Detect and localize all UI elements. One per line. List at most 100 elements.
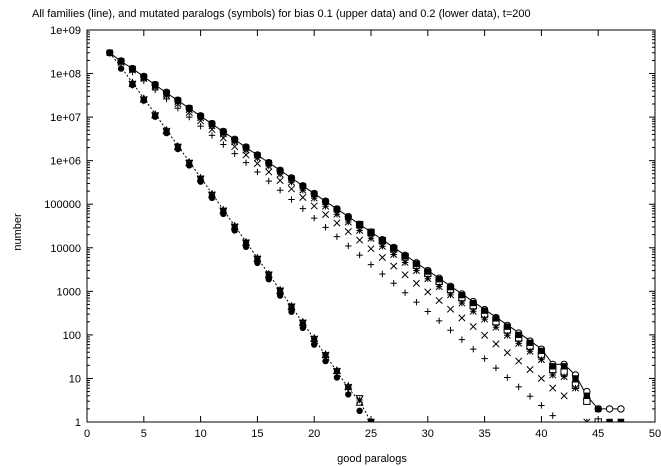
point-square-open xyxy=(583,397,591,405)
point-triangle-down-open xyxy=(366,418,376,422)
point-plus xyxy=(458,336,466,343)
point-cross xyxy=(162,92,171,100)
point-circle-filled xyxy=(299,324,307,332)
point-plus xyxy=(538,402,545,409)
x-tick-label: 25 xyxy=(365,428,377,440)
point-asterisk xyxy=(174,143,182,151)
point-square-filled xyxy=(390,244,397,252)
point-plus xyxy=(515,383,522,391)
point-asterisk xyxy=(242,146,250,154)
x-tick-label: 45 xyxy=(592,428,604,440)
point-asterisk xyxy=(367,234,375,242)
point-cross xyxy=(265,168,273,176)
x-tick-label: 5 xyxy=(141,428,147,440)
point-asterisk xyxy=(162,127,171,135)
point-plus xyxy=(413,298,420,306)
point-asterisk xyxy=(560,373,568,381)
point-plus xyxy=(208,132,216,139)
point-cross xyxy=(412,279,420,287)
point-square-filled xyxy=(538,347,545,355)
point-cross xyxy=(492,340,500,348)
y-tick-label: 10000 xyxy=(50,243,81,255)
x-axis-label: good paralogs xyxy=(337,453,407,465)
point-cross xyxy=(503,349,511,357)
point-asterisk xyxy=(344,383,352,391)
point-asterisk xyxy=(174,98,182,106)
point-plus xyxy=(186,113,193,121)
point-cross xyxy=(367,245,375,253)
point-asterisk xyxy=(276,170,284,178)
point-square-filled xyxy=(322,198,329,205)
point-asterisk xyxy=(299,186,307,194)
point-circle-filled xyxy=(311,341,318,348)
point-plus xyxy=(379,270,386,278)
point-asterisk xyxy=(140,95,148,103)
point-square-filled xyxy=(379,237,386,244)
point-cross xyxy=(287,185,296,193)
point-asterisk xyxy=(310,194,318,202)
point-asterisk xyxy=(458,299,466,307)
point-plus xyxy=(549,412,556,419)
point-asterisk xyxy=(401,258,409,267)
point-asterisk xyxy=(412,266,420,275)
point-cross xyxy=(390,262,398,270)
y-tick-label: 1 xyxy=(75,417,81,429)
x-tick-label: 15 xyxy=(251,428,263,440)
point-plus xyxy=(390,280,397,287)
point-asterisk xyxy=(526,347,534,355)
point-circle-filled xyxy=(106,49,113,56)
point-plus xyxy=(333,233,341,240)
point-plus xyxy=(265,177,272,185)
point-cross xyxy=(515,357,523,365)
point-plus xyxy=(231,150,238,157)
point-asterisk xyxy=(242,239,250,247)
point-circle-filled xyxy=(345,391,352,398)
plot-frame xyxy=(86,29,656,423)
point-plus xyxy=(322,224,329,231)
point-cross xyxy=(197,117,205,125)
point-plus xyxy=(526,393,534,400)
point-square-filled xyxy=(447,283,454,291)
point-square-filled xyxy=(435,275,443,283)
point-plus xyxy=(140,77,147,85)
plot-area xyxy=(106,49,625,422)
point-asterisk xyxy=(469,307,477,315)
point-asterisk xyxy=(322,351,330,359)
series-line-lower xyxy=(109,52,372,422)
point-asterisk xyxy=(435,283,443,291)
point-cross xyxy=(344,228,352,236)
point-cross xyxy=(537,374,545,382)
point-asterisk xyxy=(571,384,580,392)
point-asterisk xyxy=(424,275,432,283)
point-asterisk xyxy=(231,223,239,231)
point-cross xyxy=(174,100,182,108)
point-asterisk xyxy=(356,396,364,404)
point-asterisk xyxy=(208,191,216,199)
point-square-open xyxy=(594,418,602,422)
point-plus xyxy=(345,242,352,250)
point-asterisk xyxy=(253,255,261,263)
point-square-filled xyxy=(345,214,352,221)
point-plus xyxy=(242,159,250,166)
point-circle-filled xyxy=(288,308,295,315)
point-plus xyxy=(220,141,227,148)
point-cross xyxy=(276,176,284,185)
point-cross xyxy=(310,202,318,210)
point-cross xyxy=(253,159,261,168)
point-plus xyxy=(151,86,159,94)
point-cross xyxy=(299,193,307,202)
point-square-filled xyxy=(367,229,375,237)
point-cross xyxy=(469,323,477,331)
point-cross xyxy=(401,271,409,279)
point-square-filled xyxy=(572,375,579,382)
y-tick-label: 1000 xyxy=(57,286,81,298)
point-cross xyxy=(322,210,330,219)
point-plus xyxy=(447,327,454,334)
y-tick-label: 100000 xyxy=(44,199,81,211)
point-plus xyxy=(129,68,136,76)
point-asterisk xyxy=(151,82,159,90)
y-tick-label: 1e+06 xyxy=(50,156,81,168)
point-plus xyxy=(163,95,170,103)
